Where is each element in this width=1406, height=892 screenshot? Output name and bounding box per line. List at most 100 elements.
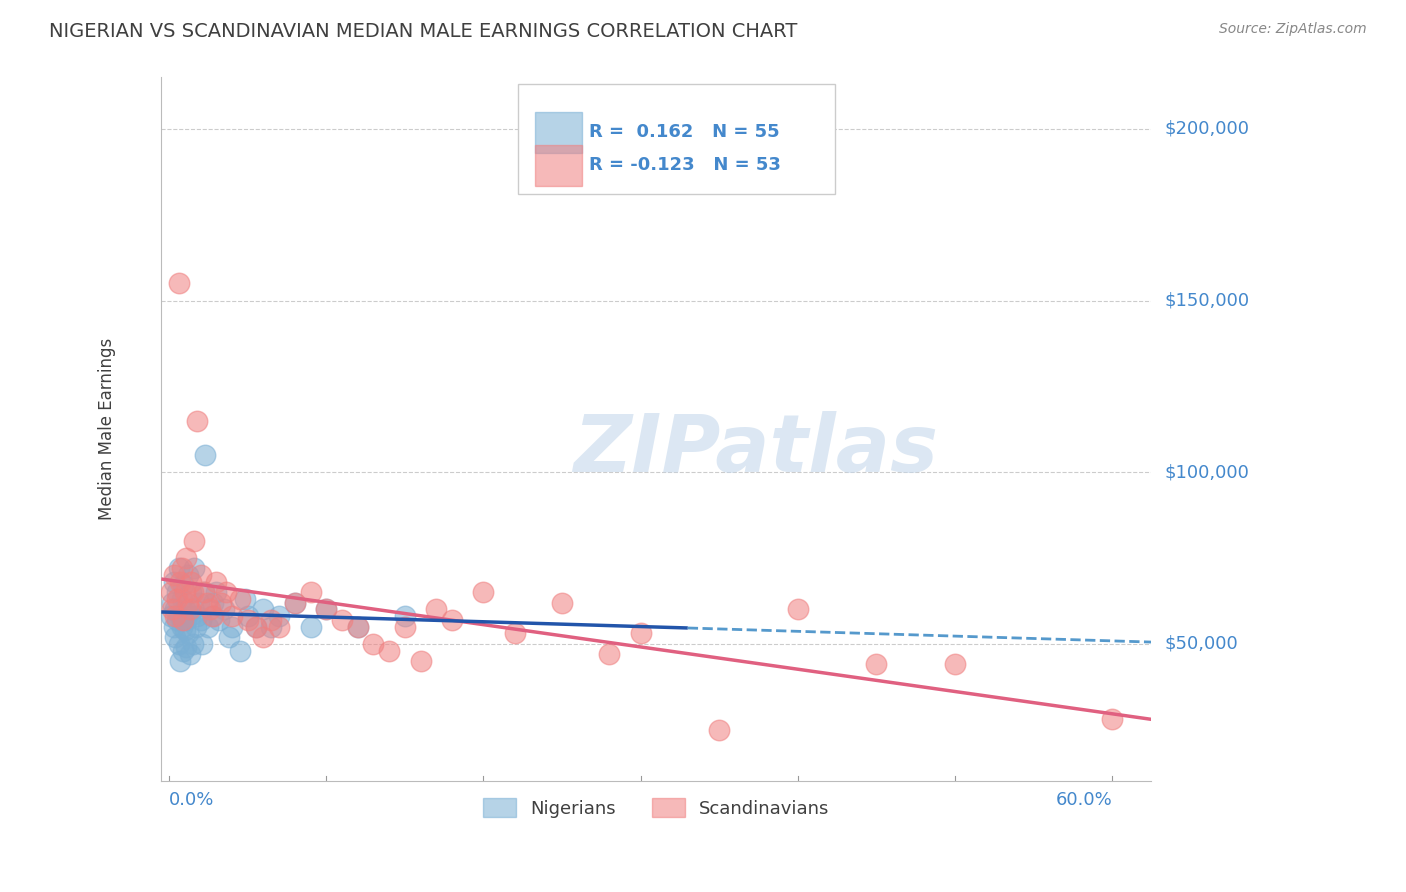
Point <box>163 574 186 589</box>
Point <box>173 585 195 599</box>
Point <box>394 619 416 633</box>
Point <box>315 602 337 616</box>
Point <box>181 637 204 651</box>
Point <box>299 619 322 633</box>
Point <box>165 602 187 616</box>
Point <box>177 568 200 582</box>
Point <box>172 578 194 592</box>
Point <box>330 613 353 627</box>
Point <box>260 619 283 633</box>
Point <box>503 626 526 640</box>
Text: $200,000: $200,000 <box>1164 120 1249 138</box>
FancyBboxPatch shape <box>534 145 582 186</box>
Point <box>179 609 201 624</box>
Point <box>346 619 368 633</box>
Point <box>943 657 966 672</box>
Point <box>378 643 401 657</box>
Point <box>177 595 200 609</box>
Point <box>172 643 194 657</box>
Point <box>179 647 201 661</box>
Point <box>167 277 190 291</box>
Point <box>170 592 193 607</box>
Point <box>159 609 181 624</box>
Text: R =  0.162   N = 55: R = 0.162 N = 55 <box>589 123 780 141</box>
Point <box>173 602 195 616</box>
Point <box>176 640 198 655</box>
Point <box>865 657 887 672</box>
Point <box>170 561 193 575</box>
Point <box>786 602 808 616</box>
Point <box>181 602 204 616</box>
Point <box>197 619 219 633</box>
Point <box>598 647 620 661</box>
Point <box>221 609 243 624</box>
Point <box>200 609 222 624</box>
Point <box>167 637 190 651</box>
Point <box>245 619 267 633</box>
Point <box>188 595 211 609</box>
Point <box>165 630 187 644</box>
Point <box>176 613 198 627</box>
Point <box>172 613 194 627</box>
Point <box>409 654 432 668</box>
Point <box>179 602 201 616</box>
Point <box>159 585 181 599</box>
Point <box>221 619 243 633</box>
Point <box>180 585 202 599</box>
Point <box>169 609 191 624</box>
Legend: Nigerians, Scandinavians: Nigerians, Scandinavians <box>477 791 837 825</box>
Text: $100,000: $100,000 <box>1164 463 1249 481</box>
Point <box>299 585 322 599</box>
Point <box>162 602 184 616</box>
Point <box>167 561 190 575</box>
FancyBboxPatch shape <box>517 85 835 194</box>
Text: $50,000: $50,000 <box>1164 635 1237 653</box>
Point <box>284 595 307 609</box>
Point <box>236 613 259 627</box>
Point <box>260 613 283 627</box>
Text: Source: ZipAtlas.com: Source: ZipAtlas.com <box>1219 22 1367 37</box>
Point <box>166 585 188 599</box>
Point <box>166 613 188 627</box>
Point <box>218 630 240 644</box>
Point <box>163 619 186 633</box>
Point <box>177 626 200 640</box>
Point <box>205 585 228 599</box>
Point <box>472 585 495 599</box>
Text: NIGERIAN VS SCANDINAVIAN MEDIAN MALE EARNINGS CORRELATION CHART: NIGERIAN VS SCANDINAVIAN MEDIAN MALE EAR… <box>49 22 797 41</box>
Point <box>440 613 463 627</box>
Point <box>209 595 232 609</box>
Point <box>176 550 198 565</box>
Text: R = -0.123   N = 53: R = -0.123 N = 53 <box>589 156 780 174</box>
Point <box>229 592 252 607</box>
Point <box>166 592 188 607</box>
Point <box>193 585 215 599</box>
Point <box>233 592 256 607</box>
Point <box>252 602 274 616</box>
Point <box>236 609 259 624</box>
Point <box>181 585 204 599</box>
FancyBboxPatch shape <box>534 112 582 153</box>
Point <box>169 654 191 668</box>
Point <box>315 602 337 616</box>
Point <box>163 568 186 582</box>
Point <box>229 643 252 657</box>
Point <box>252 630 274 644</box>
Point <box>190 568 212 582</box>
Point <box>194 448 217 462</box>
Point <box>709 723 731 737</box>
Point <box>183 533 205 548</box>
Point <box>183 561 205 575</box>
Point <box>284 595 307 609</box>
Point <box>215 585 238 599</box>
Point <box>205 574 228 589</box>
Text: 0.0%: 0.0% <box>169 791 215 809</box>
Point <box>193 585 215 599</box>
Point <box>186 414 208 428</box>
Point <box>198 602 221 616</box>
Text: Median Male Earnings: Median Male Earnings <box>98 338 115 520</box>
Point <box>202 609 225 624</box>
Point <box>180 574 202 589</box>
Point <box>184 619 207 633</box>
Point <box>170 619 193 633</box>
